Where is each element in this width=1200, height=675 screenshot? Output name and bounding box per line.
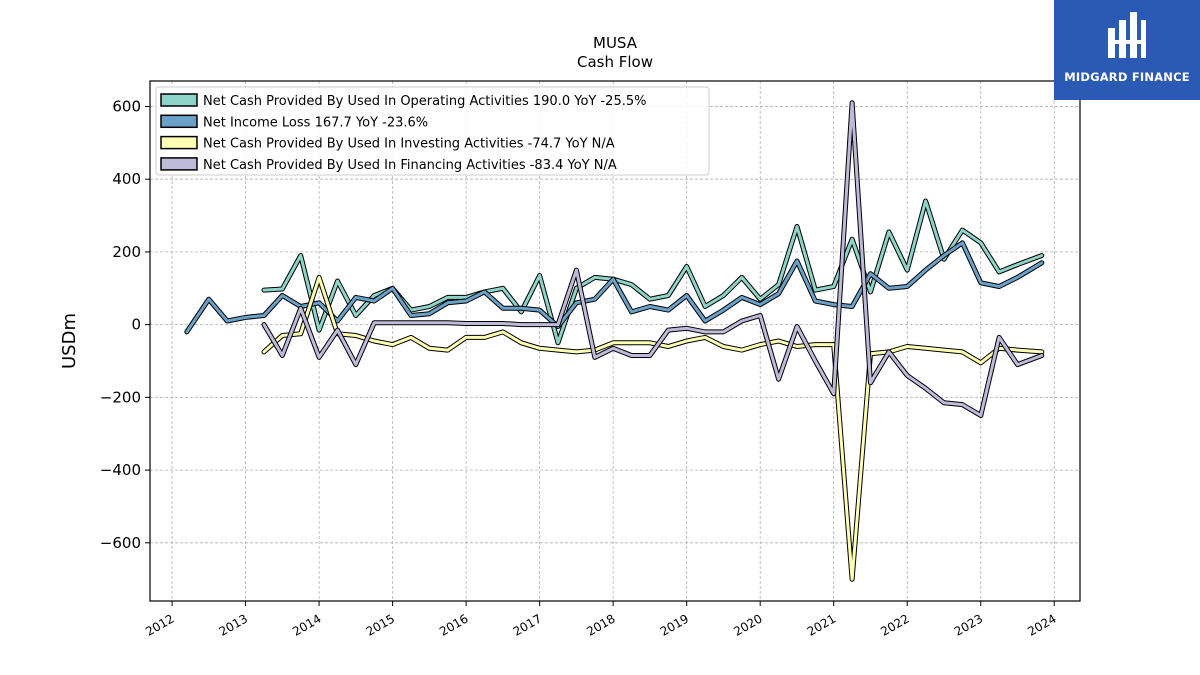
x-tick-label: 2014 [290, 611, 323, 638]
y-tick-label: −200 [100, 388, 141, 406]
brand-name: MIDGARD FINANCE [1064, 70, 1190, 84]
legend-swatch [160, 157, 198, 171]
legend-swatch [160, 114, 198, 129]
x-tick-label: 2022 [878, 611, 911, 638]
series-lines [184, 100, 1045, 582]
y-axis: 600 400 200 0 −200 −400 −600 [100, 97, 150, 552]
x-axis: 2012 2013 2014 2015 2016 2017 2018 2019 2020 2021… [143, 601, 1059, 639]
x-tick-label: 2015 [364, 611, 397, 638]
legend-swatch [160, 93, 198, 107]
x-tick-label: 2021 [805, 611, 838, 638]
x-tick-label: 2016 [437, 611, 470, 638]
x-tick-label: 2013 [217, 611, 250, 638]
legend: Net Cash Provided By Used In Operating A… [155, 86, 710, 176]
y-tick-label: 200 [112, 243, 141, 261]
legend-label: Net Income Loss 167.7 YoY -23.6% [203, 115, 428, 130]
x-tick-label: 2012 [143, 611, 176, 638]
y-tick-label: 400 [112, 170, 141, 188]
x-tick-label: 2019 [658, 611, 691, 638]
x-tick-label: 2017 [511, 611, 544, 638]
chart-subtitle: Cash Flow [577, 53, 653, 71]
y-tick-label: −600 [100, 534, 141, 552]
legend-label: Net Cash Provided By Used In Investing A… [203, 137, 615, 152]
y-axis-label: USDm [59, 313, 80, 369]
brand-logo: MIDGARD FINANCE [1054, 0, 1200, 100]
y-tick-label: 600 [112, 97, 141, 115]
x-tick-label: 2023 [952, 611, 985, 638]
x-tick-label: 2024 [1025, 611, 1058, 638]
y-tick-label: 0 [131, 316, 141, 334]
legend-box [155, 86, 710, 176]
brand-mark-icon [1108, 12, 1146, 58]
y-tick-label: −400 [100, 461, 141, 479]
x-tick-label: 2020 [731, 611, 764, 638]
series-line-3 [262, 101, 1044, 417]
chart-title: MUSA [593, 34, 638, 52]
legend-label: Net Cash Provided By Used In Financing A… [203, 158, 617, 173]
x-tick-label: 2018 [584, 611, 617, 638]
legend-label: Net Cash Provided By Used In Operating A… [203, 94, 646, 109]
legend-swatch [160, 135, 198, 150]
series-line-2 [262, 275, 1044, 581]
plot-frame [149, 80, 1081, 602]
